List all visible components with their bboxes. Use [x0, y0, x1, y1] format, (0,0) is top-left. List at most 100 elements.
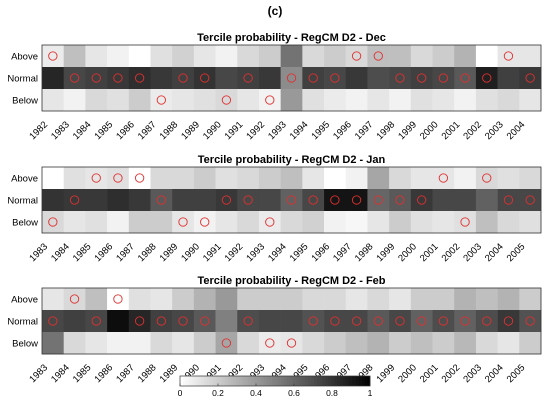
heatmap-cell [107, 310, 130, 333]
panel-frame [41, 287, 542, 355]
row-label: Normal [7, 196, 38, 207]
x-tick-label: 1992 [223, 241, 246, 264]
x-tick-label: 1996 [309, 241, 332, 264]
observed-tercile-marker [395, 195, 405, 205]
colorbar-swatch [328, 376, 332, 386]
heatmap-cell [128, 189, 151, 212]
heatmap-cell [85, 189, 108, 212]
heatmap-cell [193, 167, 216, 190]
heatmap-cell [497, 288, 520, 311]
heatmap-cell [497, 45, 520, 68]
colorbar-swatch [352, 376, 356, 386]
x-tick-label: 1993 [244, 241, 267, 264]
observed-tercile-marker [351, 51, 362, 61]
heatmap-cell [389, 288, 412, 311]
heatmap-cell [432, 45, 455, 68]
observed-tercile-marker [134, 73, 145, 83]
colorbar-swatch [197, 376, 202, 386]
x-tick-label: 2005 [505, 362, 528, 385]
observed-tercile-marker [503, 195, 514, 205]
x-tick-label: 1987 [114, 241, 137, 264]
x-tick-label: 1989 [158, 241, 181, 264]
colorbar-tick-label: 0 [178, 388, 183, 398]
heatmap-cell [475, 189, 498, 212]
colorbar-swatch [367, 376, 371, 386]
heatmap-panel: Tercile probability - RegCM D2 - Dec Abov… [7, 32, 542, 142]
colorbar-swatch [331, 376, 335, 386]
row-label: Above [11, 295, 38, 306]
observed-tercile-marker [308, 73, 318, 83]
observed-tercile-marker [482, 73, 492, 83]
heatmap-cell [519, 45, 542, 68]
observed-tercile-marker [91, 173, 101, 183]
colorbar-swatch [254, 376, 258, 386]
panel-frame [41, 44, 542, 112]
heatmap-cell [454, 167, 477, 190]
heatmap-cell [475, 167, 498, 190]
heatmap-cell [85, 167, 108, 190]
heatmap-cell [237, 310, 260, 333]
heatmap-cell [237, 45, 260, 68]
observed-tercile-marker [438, 316, 449, 326]
heatmap-cell [345, 288, 368, 311]
heatmap-cell [128, 288, 151, 311]
heatmap-cell [42, 89, 64, 112]
heatmap-cell [367, 310, 390, 333]
colorbar-swatch [349, 376, 353, 386]
heatmap-cell [280, 211, 303, 234]
heatmap-cell [345, 167, 368, 190]
colorbar-swatch [245, 376, 249, 386]
heatmap-cell [193, 332, 216, 355]
colorbar-swatch [251, 376, 255, 386]
colorbar-swatch [248, 376, 252, 386]
heatmap-cell [107, 288, 130, 311]
heatmap-cell [215, 167, 238, 190]
heatmap-cell [63, 67, 86, 90]
heatmap-cell [345, 189, 368, 212]
x-tick-label: 2004 [483, 362, 506, 385]
heatmap-cell [367, 189, 390, 212]
heatmap-cell [454, 211, 477, 234]
heatmap-cell [367, 211, 390, 234]
heatmap-panel: Tercile probability - RegCM D2 - Feb Abov… [7, 275, 542, 385]
heatmap-cell [237, 211, 260, 234]
heatmap-panel: Tercile probability - RegCM D2 - Jan Abov… [7, 154, 542, 264]
heatmap-cell [367, 67, 390, 90]
panel-frame [41, 166, 542, 234]
heatmap-cell [432, 89, 455, 112]
heatmap-cell [454, 45, 477, 68]
colorbar-swatch [194, 376, 199, 386]
observed-tercile-marker [156, 95, 166, 105]
heatmap-cell [237, 167, 260, 190]
x-tick-label: 2002 [461, 119, 484, 142]
x-tick-label: 1984 [49, 362, 72, 385]
heatmap-cell [128, 167, 151, 190]
heatmap-cell [63, 189, 86, 212]
heatmap-cell [432, 288, 455, 311]
heatmap-cell [324, 288, 347, 311]
colorbar-swatch [316, 376, 320, 386]
heatmap-cell [150, 167, 173, 190]
heatmap-cell [42, 189, 64, 212]
observed-tercile-marker [525, 316, 535, 326]
heatmap-cell [237, 189, 260, 212]
colorbar-swatch [260, 376, 264, 386]
colorbar-swatch [182, 376, 187, 386]
heatmap-cell [410, 310, 433, 333]
heatmap-cell [302, 167, 325, 190]
heatmap-cell [172, 189, 195, 212]
heatmap-cell [215, 332, 238, 355]
heatmap-panels: Tercile probability - RegCM D2 - Dec Abov… [7, 32, 542, 385]
heatmap-cell [258, 45, 281, 68]
heatmap-cell [519, 332, 542, 355]
heatmap-cell [85, 89, 108, 112]
heatmap-cell [410, 89, 433, 112]
x-tick-label: 1983 [49, 119, 72, 142]
observed-tercile-marker [503, 51, 514, 61]
observed-tercile-marker [178, 217, 188, 227]
observed-tercile-marker [48, 51, 58, 61]
colorbar-swatch [295, 376, 300, 386]
observed-tercile-marker [134, 316, 145, 326]
x-tick-label: 1987 [114, 362, 137, 385]
observed-tercile-marker [200, 217, 210, 227]
